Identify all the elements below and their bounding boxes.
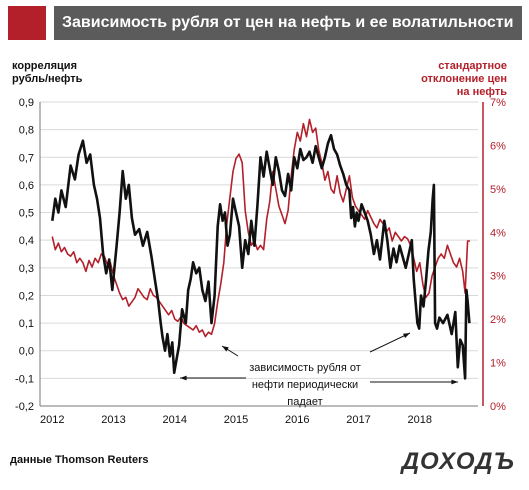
right-axis-title-line: стандартное (438, 60, 507, 72)
y2-tick-label: 1% (490, 358, 506, 370)
y-tick-label: 0,3 (19, 263, 34, 275)
x-tick-label: 2016 (285, 414, 309, 426)
y2-tick-label: 5% (490, 184, 506, 196)
brand-logo: ДОХОДЪ (401, 448, 515, 475)
x-tick-label: 2015 (224, 414, 248, 426)
y-tick-label: -0,2 (15, 401, 34, 413)
y-tick-label: -0,1 (15, 373, 34, 385)
annotation-arrow-head (451, 379, 458, 385)
left-axis-title-line: корреляция (12, 60, 77, 72)
x-tick-label: 2014 (163, 414, 187, 426)
y-tick-label: 0,5 (19, 208, 34, 220)
x-tick-label: 2013 (101, 414, 125, 426)
correlation-line (51, 133, 471, 380)
y-tick-label: 0,4 (19, 235, 34, 247)
right-axis-title-line: отклонение цен (421, 73, 507, 85)
volatility-line (51, 118, 470, 338)
y2-tick-label: 7% (490, 97, 506, 109)
x-tick-label: 2017 (346, 414, 370, 426)
y2-tick-label: 3% (490, 271, 506, 283)
y2-tick-label: 2% (490, 314, 506, 326)
y-tick-label: 0,1 (19, 318, 34, 330)
header-accent-square (8, 6, 46, 40)
y-tick-label: 0,0 (19, 346, 34, 358)
right-axis-title: стандартное отклонение цен на нефть (421, 60, 507, 99)
source-note: данные Thomson Reuters (10, 454, 149, 466)
y-tick-label: 0,2 (19, 290, 34, 302)
annotation-arrow-head (180, 375, 187, 381)
annotation-text: зависимость рубля от (249, 362, 361, 374)
y2-tick-label: 6% (490, 140, 506, 152)
y2-tick-label: 0% (490, 401, 506, 413)
annotation-text: падает (287, 396, 322, 408)
annotation-arrow (369, 332, 411, 353)
chart-title: Зависимость рубля от цен на нефть и ее в… (54, 6, 522, 40)
x-tick-label: 2012 (40, 414, 64, 426)
annotation-arrow-head (403, 333, 410, 338)
left-axis-title-line: рубль/нефть (12, 73, 83, 85)
annotation-arrow-head (222, 346, 229, 352)
y-tick-label: 0,6 (19, 180, 34, 192)
x-tick-label: 2018 (408, 414, 432, 426)
y-tick-label: 0,7 (19, 152, 34, 164)
annotation-text: нефти периодически (252, 379, 358, 391)
right-axis-title-line: на нефть (456, 86, 507, 98)
y-tick-label: 0,8 (19, 125, 34, 137)
y-tick-label: 0,9 (19, 97, 34, 109)
y2-tick-label: 4% (490, 227, 506, 239)
left-axis-title: корреляция рубль/нефть (12, 60, 82, 86)
